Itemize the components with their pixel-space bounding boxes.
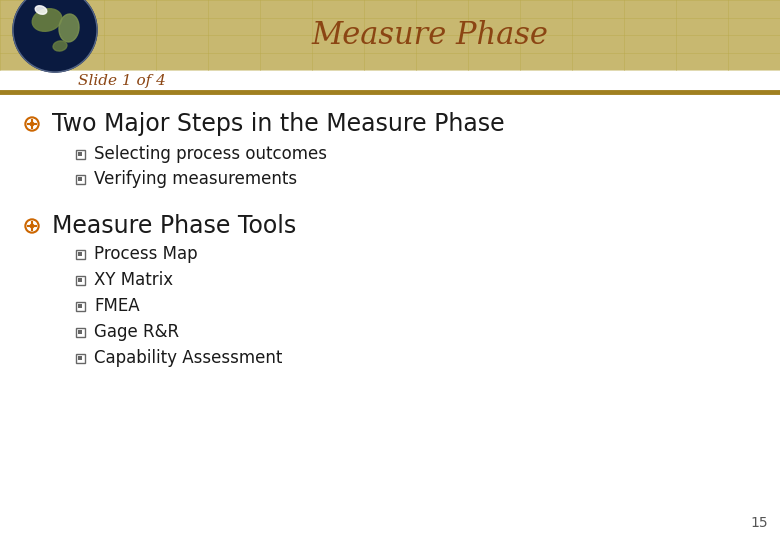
Bar [76, 327, 84, 336]
Text: Two Major Steps in the Measure Phase: Two Major Steps in the Measure Phase [52, 112, 505, 136]
Bar [78, 252, 82, 256]
Bar [0, 0, 780, 70]
Text: Capability Assessment: Capability Assessment [94, 349, 282, 367]
Circle shape [13, 0, 97, 72]
Bar [76, 354, 84, 362]
Text: Process Map: Process Map [94, 245, 197, 263]
Circle shape [30, 122, 34, 126]
Bar [76, 150, 84, 159]
Bar [78, 356, 82, 360]
Bar [78, 177, 82, 181]
Circle shape [27, 119, 37, 129]
Bar [78, 303, 82, 308]
Bar [76, 301, 84, 310]
Text: 15: 15 [750, 516, 768, 530]
Bar [76, 275, 84, 285]
Text: FMEA: FMEA [94, 297, 140, 315]
Circle shape [30, 224, 34, 228]
Text: Selecting process outcomes: Selecting process outcomes [94, 145, 327, 163]
Circle shape [25, 219, 39, 233]
Bar [76, 249, 84, 259]
Text: Verifying measurements: Verifying measurements [94, 170, 297, 188]
Ellipse shape [35, 6, 47, 14]
Bar [76, 174, 84, 184]
Text: Slide 1 of 4: Slide 1 of 4 [78, 74, 166, 88]
Ellipse shape [53, 41, 67, 51]
Text: Measure Phase: Measure Phase [311, 19, 548, 51]
Bar [78, 152, 82, 156]
Ellipse shape [59, 14, 79, 42]
Text: XY Matrix: XY Matrix [94, 271, 173, 289]
Text: Gage R&R: Gage R&R [94, 323, 179, 341]
Circle shape [25, 117, 39, 131]
Circle shape [27, 221, 37, 231]
Bar [78, 278, 82, 282]
Ellipse shape [32, 9, 62, 31]
Text: Measure Phase Tools: Measure Phase Tools [52, 214, 296, 238]
Bar [78, 330, 82, 334]
